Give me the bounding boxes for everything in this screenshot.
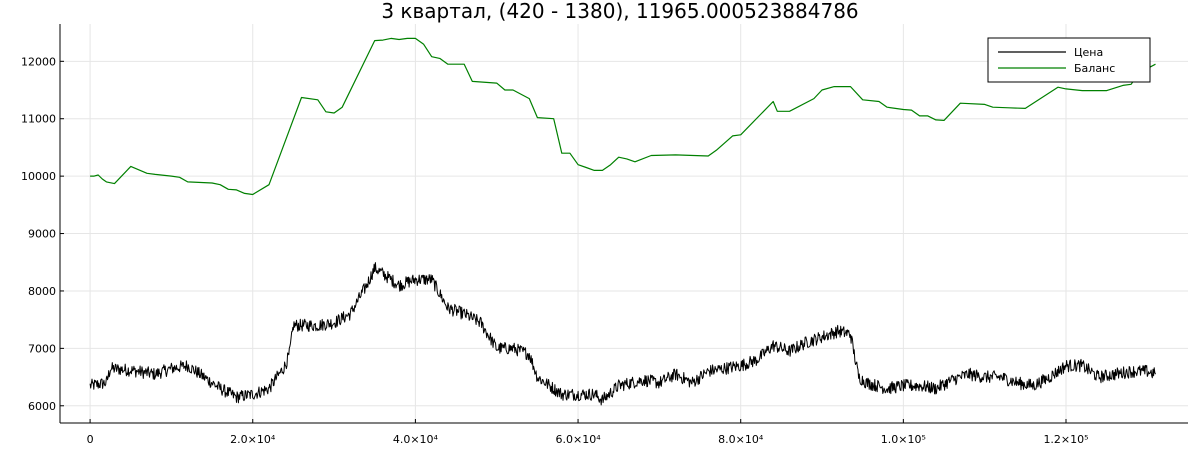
x-tick-label: 4.0×10⁴ bbox=[393, 433, 439, 446]
grid bbox=[60, 24, 1188, 423]
x-tick-label: 1.2×10⁵ bbox=[1043, 433, 1088, 446]
y-tick-label: 11000 bbox=[21, 113, 56, 126]
x-tick-label: 0 bbox=[87, 433, 94, 446]
x-tick-label: 1.0×10⁵ bbox=[881, 433, 926, 446]
series-line-1 bbox=[89, 262, 1156, 406]
series-line-2 bbox=[90, 37, 1156, 196]
y-tick-label: 9000 bbox=[28, 228, 56, 241]
legend: Цена Баланс bbox=[987, 37, 1151, 83]
series-layer bbox=[89, 37, 1156, 406]
legend-label: Баланс bbox=[1074, 62, 1115, 75]
axes: 6000 7000 8000 9000 10000 11000 12000 0 2.0×10⁴ 4… bbox=[21, 24, 1188, 446]
chart-title: 3 квартал, (420 - 1380), 11965.000523884… bbox=[381, 0, 858, 23]
y-tick-label: 8000 bbox=[28, 285, 56, 298]
legend-box bbox=[987, 37, 1151, 83]
y-tick-label: 12000 bbox=[21, 55, 56, 68]
legend-label: Цена bbox=[1074, 46, 1103, 59]
x-tick-label: 2.0×10⁴ bbox=[230, 433, 276, 446]
y-tick-label: 7000 bbox=[28, 342, 56, 355]
y-tick-label: 6000 bbox=[28, 400, 56, 413]
y-tick-label: 10000 bbox=[21, 170, 56, 183]
x-tick-label: 6.0×10⁴ bbox=[555, 433, 601, 446]
x-tick-label: 8.0×10⁴ bbox=[718, 433, 764, 446]
